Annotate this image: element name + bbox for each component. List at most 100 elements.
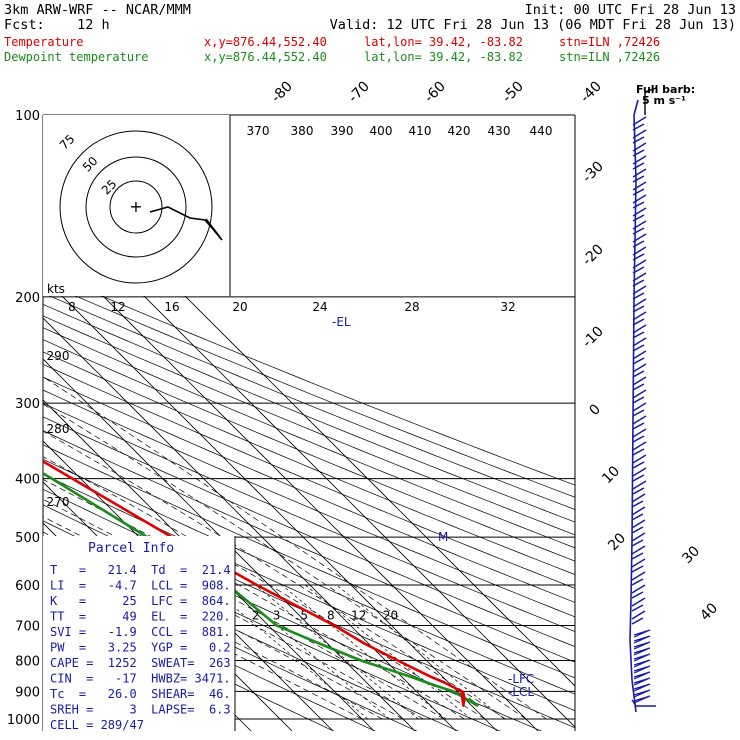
isotherm-line bbox=[43, 235, 539, 731]
wind-barb bbox=[631, 597, 646, 612]
parcel-info-row: TT = 49 EL = 220. bbox=[50, 610, 231, 624]
isotherm-label: -30 bbox=[579, 158, 606, 185]
theta-label: 390 bbox=[331, 124, 354, 138]
mixing-ratio-label: 5 bbox=[300, 608, 308, 622]
moist-adiabat-line bbox=[43, 531, 404, 720]
hodograph-background bbox=[43, 115, 230, 296]
el-marker: -EL bbox=[332, 315, 351, 329]
mixing-ratio-label: 20 bbox=[383, 608, 398, 622]
wind-barb-surface bbox=[631, 699, 656, 707]
legend-dewpoint-stn: stn=ILN ,72426 bbox=[559, 50, 661, 64]
dewpoint-profile bbox=[43, 471, 479, 707]
wind-barb bbox=[632, 181, 647, 196]
wind-barb bbox=[632, 129, 647, 144]
wind-barb bbox=[631, 493, 646, 508]
forecast-hour: Fcst: 12 h bbox=[4, 17, 110, 33]
mixing-ratio-label: 12 bbox=[351, 608, 366, 622]
wind-barb-low bbox=[633, 635, 651, 644]
parcel-info-title: Parcel Info bbox=[88, 541, 174, 556]
isotherm-label: -80 bbox=[268, 78, 295, 105]
dry-adiabat-line bbox=[43, 303, 575, 523]
wind-barb bbox=[632, 259, 647, 274]
isotherm-line bbox=[43, 358, 416, 731]
legend-dewpoint-latlon: lat,lon= 39.42, -83.82 bbox=[364, 50, 523, 64]
wind-barb-low bbox=[633, 647, 651, 656]
dry-adiabat-line bbox=[43, 588, 335, 731]
hodograph-ring bbox=[85, 156, 187, 258]
isotherm-label: 10 bbox=[599, 463, 623, 487]
wind-barb bbox=[632, 376, 647, 391]
dry-adiabat-line bbox=[43, 292, 575, 510]
parcel-info-row: LI = -4.7 LCL = 908. bbox=[50, 579, 231, 593]
isotherm-label: 40 bbox=[697, 600, 721, 624]
wind-barb bbox=[632, 155, 647, 170]
mixing-ratio-line bbox=[336, 584, 505, 720]
valid-time: Valid: 12 UTC Fri 28 Jun 13 (06 MDT Fri … bbox=[329, 17, 736, 33]
pressure-label: 900 bbox=[15, 685, 40, 700]
pressure-label: 100 bbox=[15, 109, 40, 124]
isotherm-line bbox=[43, 317, 457, 731]
pressure-label: 600 bbox=[15, 579, 40, 594]
hodograph-ring bbox=[59, 130, 213, 284]
legend-temperature-latlon: lat,lon= 39.42, -83.82 bbox=[364, 35, 523, 49]
dry-adiabat-line bbox=[43, 376, 575, 603]
wind-barb bbox=[632, 142, 647, 157]
wind-barb bbox=[632, 116, 647, 131]
hodograph-speed-label: 32 bbox=[500, 300, 515, 314]
legend-temperature-xy: x,y=876.44,552.40 bbox=[204, 35, 327, 49]
dry-adiabat-line bbox=[43, 270, 575, 486]
dry-adiabat-line bbox=[43, 402, 575, 633]
left-theta-label: 270 bbox=[47, 495, 70, 509]
parcel-info-background bbox=[43, 536, 235, 731]
dry-adiabat-line bbox=[43, 444, 575, 679]
isotherm-label: -60 bbox=[421, 78, 448, 105]
theta-label: 430 bbox=[488, 124, 511, 138]
moist-adiabat-line bbox=[43, 516, 424, 720]
wind-barb-low bbox=[633, 665, 651, 674]
wind-barb bbox=[632, 467, 647, 482]
wind-barb bbox=[632, 389, 647, 404]
dry-adiabat-line bbox=[43, 339, 575, 562]
dry-adiabat-line bbox=[43, 416, 575, 648]
wind-barb bbox=[632, 415, 647, 430]
parcel-info-row: SREH = 3 LAPSE= 6.3 bbox=[50, 703, 231, 717]
parcel-info-row: CIN = -17 HWBZ= 3471. bbox=[50, 672, 231, 686]
wind-barb bbox=[632, 233, 647, 248]
wind-barb-low bbox=[633, 677, 651, 686]
wind-barb bbox=[632, 311, 647, 326]
dry-adiabat-line bbox=[43, 327, 575, 549]
mixing-ratio-line bbox=[207, 584, 369, 720]
pressure-label: 500 bbox=[15, 531, 40, 546]
wind-barb-low bbox=[633, 641, 651, 650]
hodograph-ring bbox=[109, 180, 163, 234]
model-title: 3km ARW-WRF -- NCAR/MMM bbox=[4, 2, 191, 18]
wind-barb bbox=[632, 272, 647, 287]
wind-barb bbox=[632, 480, 647, 495]
dry-adiabat-line bbox=[43, 315, 575, 536]
wind-barb bbox=[632, 402, 647, 417]
wind-barb-low bbox=[633, 629, 651, 638]
parcel-info-row: CAPE = 1252 SWEAT= 263 bbox=[50, 656, 231, 670]
wind-barb bbox=[632, 246, 647, 261]
isotherm-label: 0 bbox=[586, 401, 604, 419]
wind-barb-legend-flag bbox=[644, 87, 657, 93]
mixing-ratio-label: 3 bbox=[273, 608, 281, 622]
wind-barb bbox=[632, 194, 647, 209]
wind-barb bbox=[632, 285, 647, 300]
parcel-info-row: PW = 3.25 YGP = 0.2 bbox=[50, 641, 231, 655]
hodograph-speed-label: 28 bbox=[404, 300, 419, 314]
wind-barb bbox=[631, 558, 646, 573]
dry-adiabat-line bbox=[43, 363, 575, 589]
theta-label: 420 bbox=[448, 124, 471, 138]
legend-dewpoint-xy: x,y=876.44,552.40 bbox=[204, 50, 327, 64]
legend-temperature-stn: stn=ILN ,72426 bbox=[559, 35, 661, 49]
theta-label: 400 bbox=[370, 124, 393, 138]
moist-adiabat-line bbox=[43, 376, 547, 720]
dry-adiabat-line bbox=[43, 389, 575, 618]
wind-barb bbox=[632, 350, 647, 365]
isotherm-line bbox=[43, 194, 575, 728]
theta-label: 440 bbox=[530, 124, 553, 138]
dry-adiabat-line bbox=[43, 351, 575, 575]
parcel-info-row: SVI = -1.9 CCL = 881. bbox=[50, 625, 231, 639]
